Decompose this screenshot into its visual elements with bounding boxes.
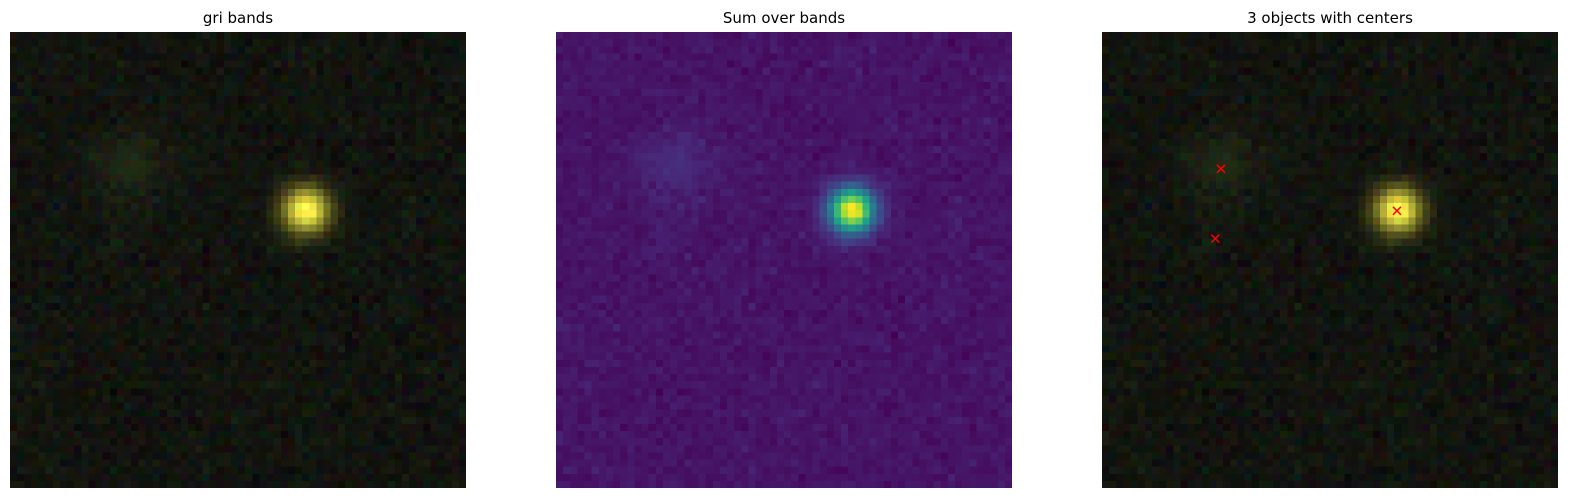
- panel-sum-over-bands: Sum over bands: [556, 0, 1012, 498]
- objects-composite-image: [1102, 32, 1558, 488]
- gri-composite-image: [10, 32, 466, 488]
- panel-title: Sum over bands: [722, 9, 846, 27]
- panel-title: 3 objects with centers: [1247, 9, 1413, 27]
- panel-gri-bands: gri bands: [10, 0, 466, 498]
- band-sum-image: [556, 32, 1012, 488]
- panel-objects-with-centers: 3 objects with centers: [1102, 0, 1558, 498]
- panel-title: gri bands: [202, 9, 274, 27]
